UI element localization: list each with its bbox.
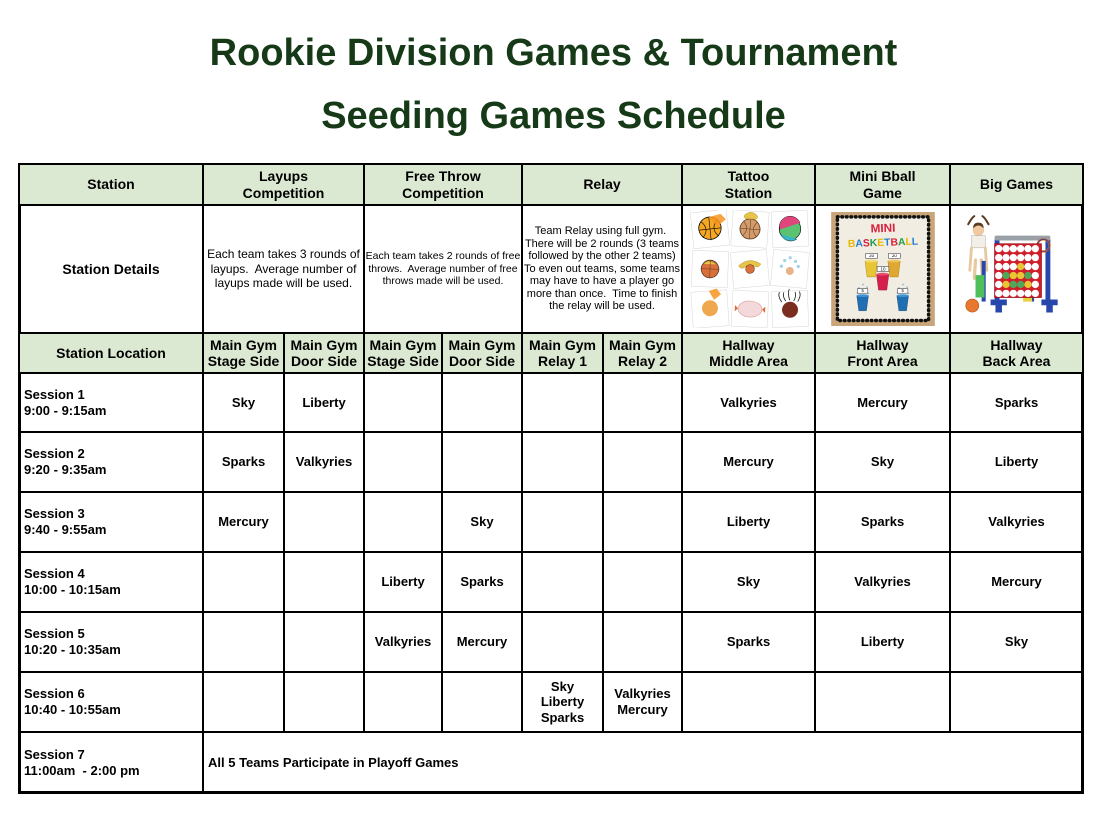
svg-text:MINI: MINI — [870, 222, 895, 236]
svg-text:20: 20 — [892, 253, 897, 258]
svg-text:10: 10 — [881, 266, 886, 271]
svg-text:20: 20 — [869, 253, 874, 258]
